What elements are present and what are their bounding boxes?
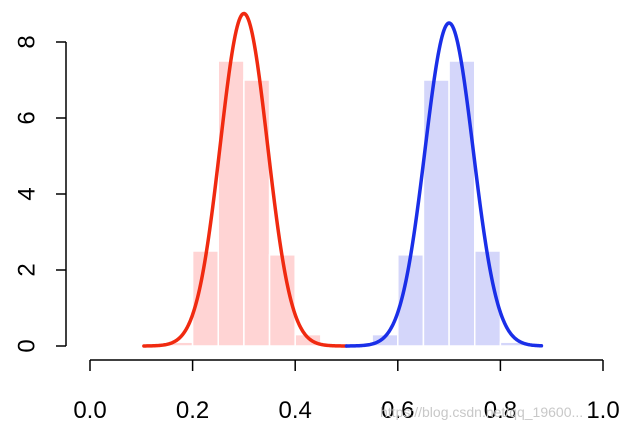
x-tick-label-0.0: 0.0 <box>73 397 106 424</box>
y-tick-label-2: 2 <box>13 263 40 276</box>
x-axis: 0.0 0.2 0.4 0.6 0.8 1.0 <box>73 359 620 424</box>
histogram-bar-1-3 <box>217 60 245 347</box>
y-tick-label-4: 4 <box>13 187 40 200</box>
x-tick-label-0.2: 0.2 <box>176 397 209 424</box>
y-tick-label-0: 0 <box>13 339 40 352</box>
histogram-bar-2-3 <box>422 79 450 347</box>
y-tick-label-8: 8 <box>13 35 40 48</box>
histogram-bars <box>166 60 527 347</box>
density-curve-2 <box>344 21 544 348</box>
x-tick-label-0.4: 0.4 <box>279 397 312 424</box>
x-tick-label-0.8: 0.8 <box>484 397 517 424</box>
x-tick-label-1.0: 1.0 <box>586 397 619 424</box>
x-tick-label-0.6: 0.6 <box>381 397 414 424</box>
density-curves <box>142 11 544 348</box>
density-curve-1 <box>142 11 349 348</box>
histogram-bar-2-4 <box>448 60 476 347</box>
histogram-bar-1-6 <box>294 333 322 347</box>
y-tick-label-6: 6 <box>13 111 40 124</box>
watermark-text: https://blog.csdn.net/qq_19600... <box>380 404 583 420</box>
y-axis: 0 2 4 6 8 <box>13 35 67 353</box>
